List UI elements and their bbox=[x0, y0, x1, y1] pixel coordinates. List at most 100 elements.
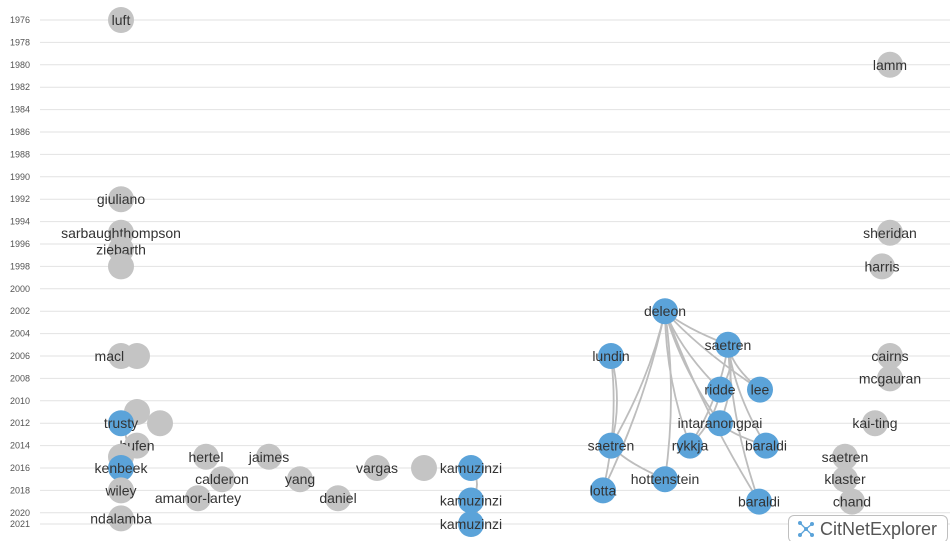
node-circle[interactable] bbox=[108, 186, 134, 213]
publication-node[interactable] bbox=[411, 455, 437, 481]
publication-node[interactable]: jaimes bbox=[248, 443, 289, 470]
node-circle[interactable] bbox=[652, 466, 678, 493]
publication-node[interactable]: kamuzinzi bbox=[440, 487, 502, 514]
publication-node[interactable]: lundin bbox=[592, 343, 630, 369]
publication-node[interactable]: saetren bbox=[588, 432, 635, 459]
node-circle[interactable] bbox=[869, 253, 895, 280]
node-label: intaranongpai bbox=[678, 415, 763, 431]
publication-node[interactable]: mcgauran bbox=[859, 365, 921, 392]
citation-edge bbox=[727, 344, 760, 502]
node-circle[interactable] bbox=[832, 466, 858, 493]
publication-node[interactable]: ridde bbox=[704, 376, 736, 403]
node-label: mcgauran bbox=[859, 370, 921, 386]
node-circle[interactable] bbox=[185, 485, 211, 512]
publication-node[interactable] bbox=[124, 343, 150, 369]
node-label: luft bbox=[112, 12, 131, 28]
publication-node[interactable]: kai-ting bbox=[852, 410, 898, 437]
node-circle[interactable] bbox=[108, 477, 134, 504]
publication-node[interactable]: deleon bbox=[644, 298, 686, 325]
node-circle[interactable] bbox=[209, 466, 235, 493]
publication-node[interactable]: amanor-lartey bbox=[155, 485, 241, 512]
node-circle[interactable] bbox=[256, 443, 282, 470]
node-circle[interactable] bbox=[411, 455, 437, 481]
node-circle[interactable] bbox=[598, 343, 624, 369]
node-circle[interactable] bbox=[108, 505, 134, 532]
node-circle[interactable] bbox=[877, 343, 903, 369]
app-title: CitNetExplorer bbox=[820, 518, 938, 539]
publication-node[interactable]: saetren bbox=[705, 331, 752, 358]
publication-node[interactable]: harris bbox=[864, 253, 900, 280]
node-circle[interactable] bbox=[458, 487, 484, 514]
publication-node[interactable]: wiley bbox=[104, 477, 137, 504]
year-label: 1986 bbox=[10, 127, 30, 137]
publication-node[interactable]: klaster bbox=[824, 466, 866, 493]
publication-node[interactable]: hottenstein bbox=[631, 466, 700, 493]
node-circle[interactable] bbox=[124, 343, 150, 369]
publication-node[interactable]: calderon bbox=[195, 466, 249, 493]
node-circle[interactable] bbox=[753, 432, 779, 459]
node-circle[interactable] bbox=[877, 219, 903, 246]
node-label: kamuzinzi bbox=[440, 492, 502, 508]
node-circle[interactable] bbox=[108, 410, 134, 437]
publication-node[interactable]: rykkja bbox=[672, 432, 709, 459]
publication-node[interactable]: lotta bbox=[590, 477, 617, 504]
publication-node[interactable]: yang bbox=[285, 466, 315, 493]
publication-node[interactable] bbox=[108, 253, 134, 280]
publication-node[interactable]: hertel bbox=[188, 443, 224, 470]
node-circle[interactable] bbox=[108, 455, 134, 481]
publication-node[interactable]: giuliano bbox=[97, 186, 145, 213]
node-label: yang bbox=[285, 471, 315, 487]
publication-node[interactable]: chand bbox=[833, 488, 871, 515]
year-label: 1990 bbox=[10, 172, 30, 182]
publication-node[interactable]: daniel bbox=[319, 485, 357, 512]
node-circle[interactable] bbox=[747, 376, 773, 403]
node-circle[interactable] bbox=[715, 331, 741, 358]
node-circle[interactable] bbox=[877, 51, 903, 78]
node-circle[interactable] bbox=[877, 365, 903, 392]
node-circle[interactable] bbox=[108, 7, 134, 33]
node-circle[interactable] bbox=[458, 455, 484, 481]
publication-node[interactable]: kamuzinzi bbox=[440, 511, 502, 537]
publication-node[interactable]: saetren bbox=[822, 443, 869, 470]
year-label: 2018 bbox=[10, 485, 30, 495]
publication-node[interactable]: sheridan bbox=[863, 219, 917, 246]
publication-node[interactable]: vargas bbox=[356, 455, 398, 481]
year-label: 2012 bbox=[10, 418, 30, 428]
node-circle[interactable] bbox=[677, 432, 703, 459]
node-label: vargas bbox=[356, 460, 398, 476]
node-circle[interactable] bbox=[325, 485, 351, 512]
publication-node[interactable]: kenbeek bbox=[95, 455, 149, 481]
node-circle[interactable] bbox=[832, 443, 858, 470]
node-circle[interactable] bbox=[287, 466, 313, 493]
publication-node[interactable]: cairns bbox=[871, 343, 909, 369]
publication-node[interactable]: intaranongpai bbox=[678, 410, 763, 437]
node-circle[interactable] bbox=[598, 432, 624, 459]
publication-node[interactable]: luft bbox=[108, 7, 134, 33]
node-circle[interactable] bbox=[652, 298, 678, 325]
node-circle[interactable] bbox=[839, 488, 865, 515]
node-circle[interactable] bbox=[108, 253, 134, 280]
publication-node[interactable]: baraldi bbox=[745, 432, 787, 459]
node-label: wiley bbox=[104, 482, 136, 498]
node-circle[interactable] bbox=[862, 410, 888, 437]
publication-node[interactable] bbox=[147, 410, 173, 437]
node-circle[interactable] bbox=[364, 455, 390, 481]
node-label: daniel bbox=[319, 490, 356, 506]
node-label: kamuzinzi bbox=[440, 460, 502, 476]
node-circle[interactable] bbox=[193, 443, 219, 470]
node-circle[interactable] bbox=[746, 488, 772, 515]
publication-node[interactable]: lee bbox=[747, 376, 773, 403]
publication-node[interactable]: lamm bbox=[873, 51, 907, 78]
node-circle[interactable] bbox=[590, 477, 616, 504]
publication-node[interactable]: trusty bbox=[104, 410, 138, 437]
node-circle[interactable] bbox=[707, 376, 733, 403]
node-circle[interactable] bbox=[707, 410, 733, 437]
node-circle[interactable] bbox=[147, 410, 173, 437]
publication-node[interactable]: ndalamba bbox=[90, 505, 152, 532]
publication-node[interactable]: kamuzinzi bbox=[440, 455, 502, 481]
year-label: 1994 bbox=[10, 217, 30, 227]
node-circle[interactable] bbox=[458, 511, 484, 537]
publication-node[interactable]: baraldi bbox=[738, 488, 780, 515]
